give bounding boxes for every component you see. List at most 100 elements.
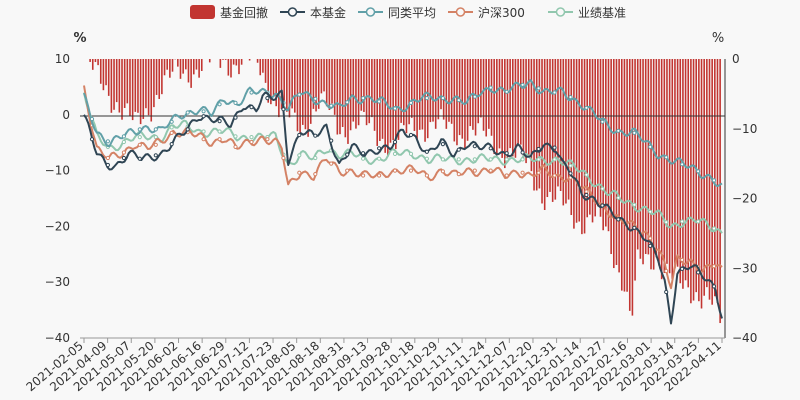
drawdown-bar-235 [708, 59, 711, 300]
drawdown-bar-29 [161, 59, 163, 95]
drawdown-bar-12 [115, 59, 118, 103]
drawdown-bar-224 [679, 59, 682, 284]
series-point-0-4 [153, 153, 158, 158]
drawdown-bar-11 [113, 59, 115, 110]
drawdown-bar-124 [413, 59, 416, 131]
drawdown-bar-32 [169, 59, 171, 78]
series-point-0-21 [424, 149, 429, 154]
legend-label-3: 沪深300 [478, 6, 525, 20]
drawdown-bar-73 [278, 59, 280, 118]
drawdown-bar-163 [517, 59, 519, 145]
drawdown-bar-35 [177, 59, 179, 67]
series-point-1-31 [584, 105, 589, 110]
drawdown-bar-203 [623, 59, 626, 292]
legend[interactable]: 基金回撤 本基金 同类平均 沪深300 业绩基准 [190, 5, 626, 20]
series-point-3-8 [217, 129, 222, 134]
series-point-0-5 [169, 142, 174, 147]
drawdown-bar-57 [235, 59, 238, 66]
drawdown-bar-70 [270, 59, 272, 105]
drawdown-bar-139 [453, 59, 456, 142]
series-point-0-11 [265, 96, 270, 101]
drawdown-bar-83 [304, 59, 307, 130]
series-point-2-13 [297, 170, 302, 175]
drawdown-bar-98 [344, 59, 347, 138]
legend-item-1[interactable]: 本基金 [280, 5, 346, 20]
drawdown-bar-103 [357, 59, 360, 126]
legend-item-0[interactable]: 基金回撤 [190, 5, 268, 20]
series-line-3 [83, 92, 723, 234]
drawdown-bar-206 [631, 59, 634, 316]
legend-item-4[interactable]: 业绩基准 [548, 6, 626, 20]
series-point-0-36 [664, 289, 669, 295]
series-point-1-5 [169, 119, 174, 124]
legend-marker-3 [455, 7, 466, 17]
drawdown-bar-225 [682, 59, 684, 289]
series-point-1-25 [488, 85, 493, 90]
series-point-2-7 [201, 137, 206, 142]
series-point-0-13 [297, 132, 302, 138]
series-point-1-33 [616, 128, 621, 133]
series-point-3-26 [504, 157, 509, 162]
drawdown-bar-126 [418, 59, 421, 130]
drawdown-bar-150 [482, 59, 485, 131]
series-point-2-14 [313, 172, 318, 177]
drawdown-bar-222 [674, 59, 676, 269]
series-point-2-11 [265, 137, 270, 142]
series-point-1-34 [632, 130, 637, 135]
drawdown-bar-208 [636, 59, 639, 250]
series-point-3-37 [680, 219, 685, 224]
drawdown-bar-155 [496, 59, 498, 156]
series-point-1-14 [313, 96, 318, 101]
drawdown-bar-43 [198, 59, 200, 78]
series-point-1-24 [472, 94, 477, 99]
drawdown-bar-181 [565, 59, 567, 204]
series-point-1-10 [249, 90, 254, 95]
drawdown-bar-199 [613, 59, 615, 269]
drawdown-bar-2 [89, 59, 91, 62]
right-tick-label-4: −40 [732, 331, 757, 345]
drawdown-bar-188 [583, 59, 586, 234]
drawdown-bar-42 [195, 59, 198, 70]
series-point-2-23 [456, 172, 461, 177]
series-point-0-37 [680, 266, 685, 271]
series-point-1-19 [392, 106, 398, 111]
drawdown-bar-123 [410, 59, 413, 118]
drawdown-bar-151 [485, 59, 487, 137]
drawdown-bar-167 [527, 59, 530, 158]
series-point-2-20 [408, 168, 414, 173]
drawdown-bar-26 [153, 59, 155, 108]
drawdown-bar-88 [317, 59, 320, 109]
series-point-3-39 [711, 226, 717, 231]
drawdown-bar-8 [105, 59, 107, 86]
series-point-0-3 [137, 156, 142, 161]
left-tick-label-0: 10 [55, 52, 70, 66]
series-point-0-19 [392, 139, 398, 145]
drawdown-bar-58 [238, 59, 240, 75]
series-point-1-4 [153, 127, 158, 132]
legend-item-2[interactable]: 同类平均 [358, 6, 436, 20]
series-point-2-5 [169, 130, 174, 135]
drawdown-bar-165 [522, 59, 525, 161]
legend-item-3[interactable]: 沪深300 [448, 6, 525, 20]
drawdown-bar-174 [546, 59, 549, 198]
drawdown-bar-75 [283, 59, 285, 101]
series-point-3-27 [520, 157, 525, 162]
series-point-0-27 [520, 150, 525, 155]
drawdown-bar-192 [594, 59, 596, 217]
drawdown-bar-200 [615, 59, 618, 265]
drawdown-bar-71 [272, 59, 275, 97]
legend-label-1: 本基金 [310, 5, 346, 20]
series-point-3-23 [456, 157, 461, 162]
drawdown-bar-135 [442, 59, 445, 120]
series-point-2-28 [536, 170, 541, 175]
drawdown-bar-159 [506, 59, 509, 158]
series-point-0-22 [440, 142, 445, 147]
drawdown-bar-93 [331, 59, 333, 104]
series-point-1-15 [329, 103, 334, 108]
drawdown-bar-198 [610, 59, 612, 255]
series-point-0-15 [329, 138, 334, 143]
drawdown-bar-180 [562, 59, 565, 206]
series-point-3-22 [440, 157, 445, 162]
drawdown-bar-16 [126, 59, 129, 104]
series-point-1-6 [185, 110, 190, 115]
